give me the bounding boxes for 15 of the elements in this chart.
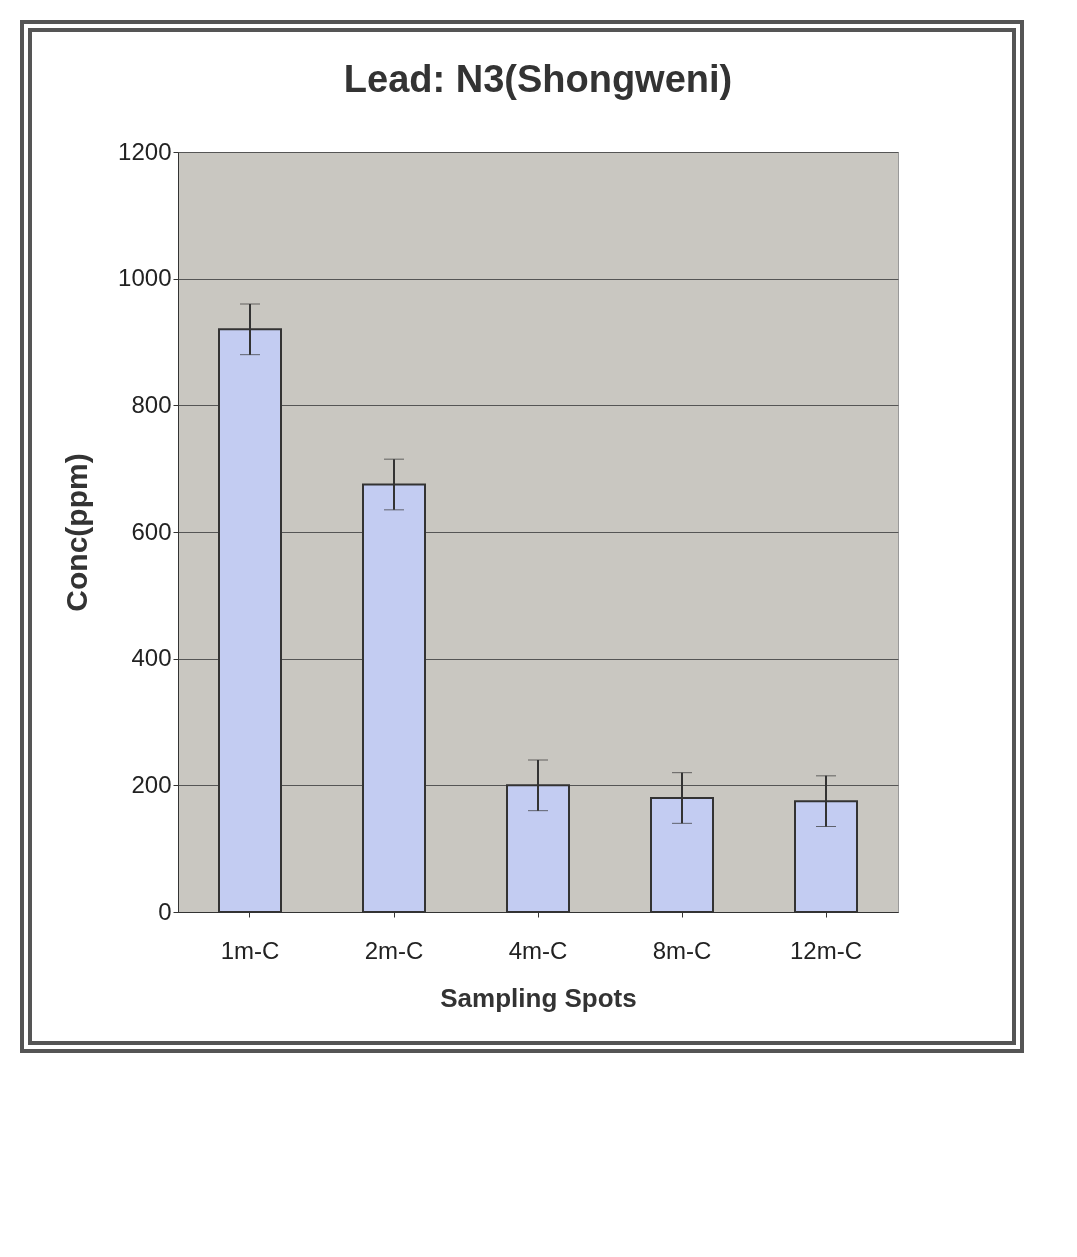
chart-title: Lead: N3(Shongweni) [343, 58, 733, 100]
y-tick-label: 200 [131, 770, 172, 798]
y-tick-label: 800 [131, 390, 172, 418]
x-tick-label: 1m-C [220, 936, 280, 964]
x-tick-label: 8m-C [652, 936, 712, 964]
y-tick-label: 1000 [118, 264, 172, 292]
x-tick-label: 2m-C [364, 936, 424, 964]
x-axis-title: Sampling Spots [440, 982, 637, 1013]
x-tick-label: 12m-C [789, 936, 863, 964]
x-tick-label: 4m-C [508, 936, 568, 964]
y-tick-label: 600 [131, 517, 172, 545]
y-tick-label: 0 [158, 897, 172, 925]
y-tick-label: 400 [131, 644, 172, 672]
y-tick-label: 1200 [118, 137, 172, 165]
y-axis-title: Conc(ppm) [60, 453, 94, 612]
